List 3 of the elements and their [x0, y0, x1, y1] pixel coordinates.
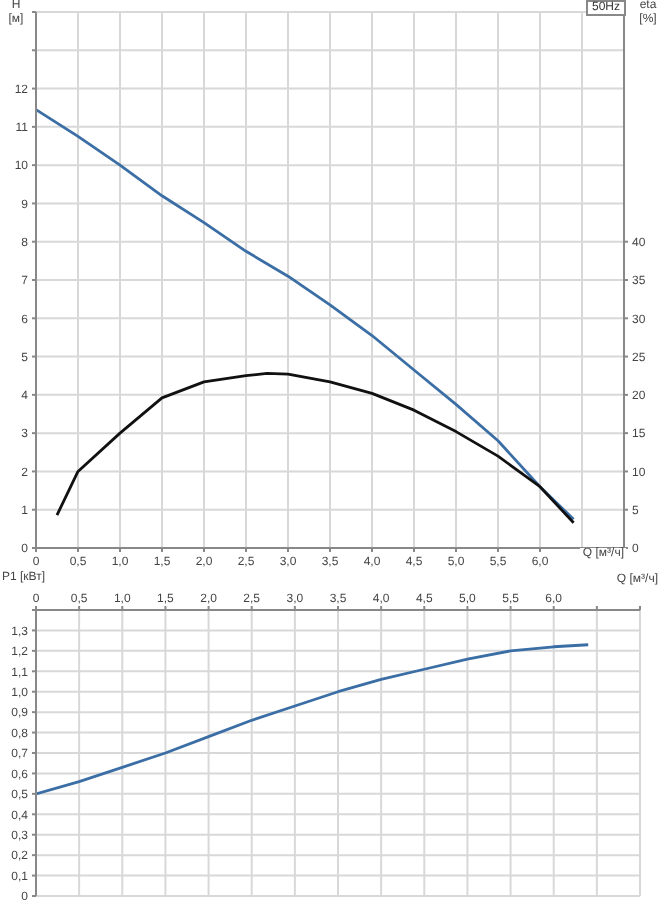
line-series	[55, 372, 575, 525]
line-series	[36, 643, 590, 796]
line-series	[36, 108, 575, 521]
